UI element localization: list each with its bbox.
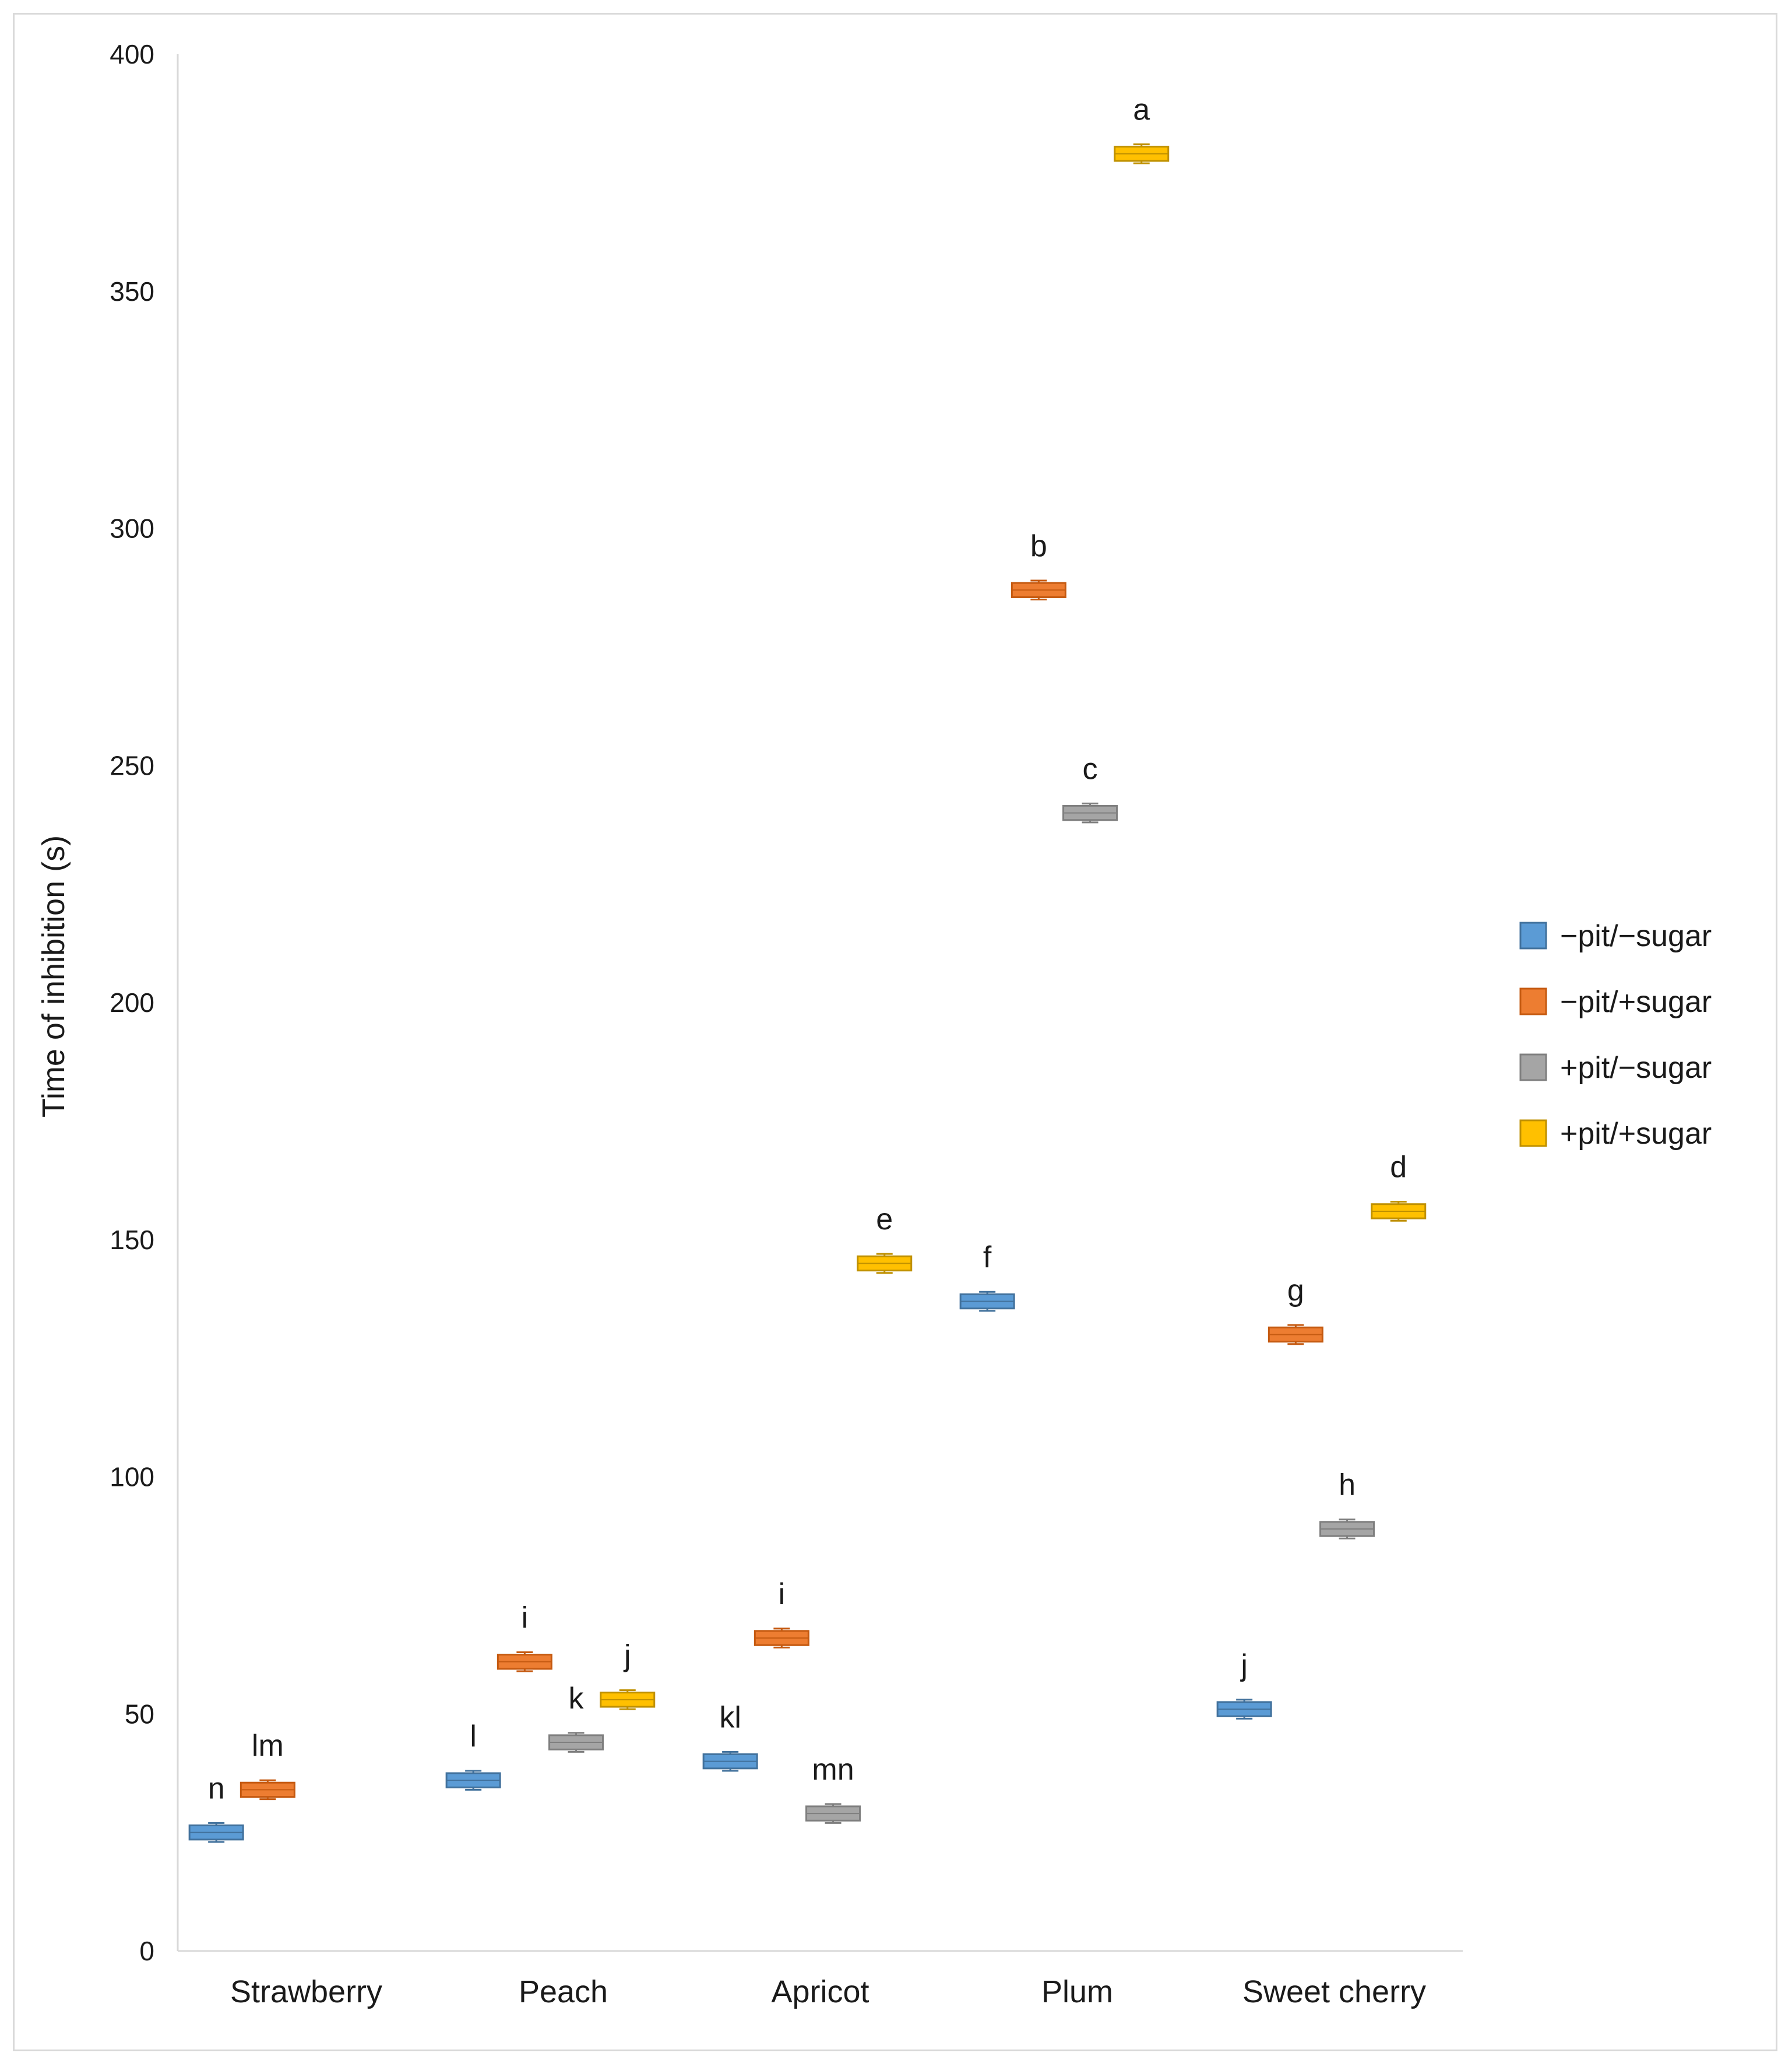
significance-letter: e <box>876 1203 893 1236</box>
box-2-3 <box>1062 802 1118 824</box>
significance-letter: n <box>208 1771 225 1805</box>
axes <box>177 54 1463 1952</box>
y-tick-label: 300 <box>110 514 154 544</box>
significance-letter: i <box>779 1577 786 1611</box>
legend-label: −pit/−sugar <box>1560 919 1712 953</box>
significance-letter: i <box>522 1601 529 1634</box>
significance-letter: lm <box>252 1729 284 1763</box>
significance-letter: j <box>1240 1648 1248 1682</box>
chart-frame: 0 50 100 150 200 250 300 350 400 Strawberry Peach… <box>13 13 1777 2051</box>
x-tick-label: Plum <box>1041 1974 1113 2009</box>
box-1-1 <box>497 1651 552 1672</box>
legend-swatch <box>1519 987 1547 1015</box>
x-tick-label: Peach <box>519 1974 608 2009</box>
legend-label: +pit/−sugar <box>1560 1051 1712 1085</box>
y-axis-ticks: 0 50 100 150 200 250 300 350 400 <box>110 39 154 1966</box>
significance-letter: kl <box>719 1700 741 1734</box>
y-tick-label: 50 <box>125 1699 154 1729</box>
significance-letters: n l kl f j lm i i b g k mn c h j e a d <box>208 93 1407 1806</box>
significance-letter: c <box>1083 752 1098 786</box>
y-tick-label: 250 <box>110 750 154 781</box>
legend-label: −pit/+sugar <box>1560 985 1712 1019</box>
significance-letter: l <box>470 1720 477 1753</box>
chart: 0 50 100 150 200 250 300 350 400 Strawberry Peach… <box>36 39 1712 2009</box>
significance-letter: k <box>569 1682 585 1716</box>
y-tick-label: 200 <box>110 987 154 1018</box>
y-tick-label: 350 <box>110 276 154 307</box>
box-1-4 <box>1268 1324 1323 1345</box>
significance-letter: mn <box>812 1753 854 1787</box>
x-axis-categories: Strawberry Peach Apricot Plum Sweet cherry <box>230 1974 1426 2009</box>
significance-letter: g <box>1287 1274 1304 1307</box>
significance-letter: j <box>623 1639 631 1673</box>
legend-swatch <box>1519 1053 1547 1081</box>
legend-swatch <box>1519 922 1547 950</box>
box-0-1 <box>445 1770 501 1791</box>
significance-letter: f <box>983 1240 992 1274</box>
box-0-3 <box>959 1291 1015 1312</box>
box-0-2 <box>702 1750 758 1772</box>
y-axis-title: Time of inhibition (s) <box>36 835 71 1117</box>
box-2-2 <box>805 1803 861 1824</box>
box-1-3 <box>1011 579 1066 601</box>
box-series <box>188 143 1427 1843</box>
box-0-4 <box>1216 1699 1272 1720</box>
box-1-2 <box>754 1627 809 1648</box>
y-tick-label: 150 <box>110 1225 154 1255</box>
x-tick-label: Sweet cherry <box>1242 1974 1426 2009</box>
box-2-4 <box>1319 1518 1375 1539</box>
legend-label: +pit/+sugar <box>1560 1117 1712 1151</box>
box-0-0 <box>188 1822 244 1843</box>
significance-letter: a <box>1133 93 1150 127</box>
box-1-0 <box>240 1779 295 1801</box>
y-tick-label: 100 <box>110 1462 154 1492</box>
box-2-1 <box>548 1732 604 1753</box>
legend-swatch <box>1519 1119 1547 1147</box>
box-3-3 <box>1114 143 1170 164</box>
y-tick-label: 0 <box>139 1936 154 1966</box>
x-tick-label: Strawberry <box>230 1974 382 2009</box>
box-3-2 <box>857 1253 913 1274</box>
box-3-1 <box>600 1689 656 1710</box>
significance-letter: b <box>1030 529 1047 563</box>
y-tick-label: 400 <box>110 39 154 69</box>
legend: −pit/−sugar −pit/+sugar +pit/−sugar +pit/+s… <box>1519 919 1712 1151</box>
significance-letter: h <box>1339 1468 1356 1502</box>
box-3-4 <box>1371 1201 1427 1222</box>
x-tick-label: Apricot <box>771 1974 869 2009</box>
significance-letter: d <box>1390 1151 1407 1184</box>
